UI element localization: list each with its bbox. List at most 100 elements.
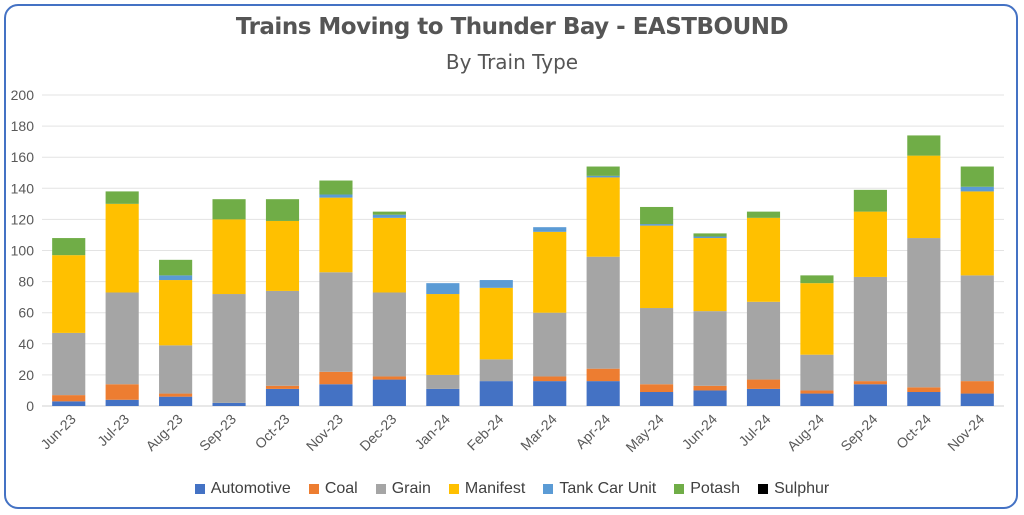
bar-segment-grain — [746, 301, 781, 380]
bar-segment-automotive — [746, 388, 781, 406]
bar-segment-manifest — [159, 280, 193, 346]
y-tick-label: 0 — [26, 398, 34, 414]
bar-segment-potash — [159, 259, 193, 276]
chart-title: Trains Moving to Thunder Bay - EASTBOUND — [235, 14, 789, 40]
bar-segment-automotive — [586, 381, 620, 406]
bar-segment-manifest — [105, 203, 139, 293]
bar-segment-tank-car-unit — [159, 275, 193, 281]
bar-segment-manifest — [853, 211, 887, 277]
bar-segment-manifest — [960, 191, 994, 276]
x-tick-label: Sep-24 — [837, 411, 880, 454]
bar-segment-manifest — [586, 177, 620, 257]
bar-segment-grain — [426, 374, 460, 389]
x-tick-label: Aug-24 — [784, 411, 827, 454]
bar-segment-grain — [640, 308, 674, 385]
legend-item: Sulphur — [758, 480, 829, 498]
bar-segment-manifest — [479, 287, 513, 360]
legend-label: Potash — [690, 480, 741, 497]
bar-segment-tank-car-unit — [372, 214, 406, 218]
legend-label: Manifest — [464, 480, 526, 497]
bar-segment-automotive — [426, 388, 460, 406]
bar-segment-grain — [533, 312, 567, 377]
y-tick-label: 120 — [11, 211, 35, 227]
legend-label: Automotive — [210, 480, 291, 497]
bar-segment-tank-car-unit — [426, 283, 460, 295]
legend-label: Sulphur — [774, 480, 830, 497]
bar-segment-coal — [853, 381, 887, 385]
y-tick-label: 180 — [11, 118, 35, 134]
bar-segment-potash — [586, 166, 620, 176]
y-tick-label: 40 — [18, 336, 34, 352]
bar-segment-automotive — [159, 396, 193, 406]
bar-segment-grain — [693, 311, 727, 386]
bar-segment-coal — [105, 384, 139, 400]
x-tick-label: Jun-23 — [37, 411, 79, 453]
legend-item: Tank Car Unit — [543, 480, 656, 498]
y-tick-label: 200 — [11, 87, 35, 103]
bar-segment-manifest — [533, 231, 567, 313]
chart-frame — [4, 4, 1018, 509]
bar-segment-automotive — [907, 392, 941, 406]
bar-segment-automotive — [693, 390, 727, 406]
bar-segment-coal — [907, 387, 941, 393]
legend: Automotive Coal Grain Manifest Tank Car Unit… — [0, 480, 1024, 498]
y-tick-label: 80 — [18, 274, 34, 290]
bar-segment-coal — [640, 384, 674, 393]
bar-segment-grain — [265, 290, 300, 386]
bar-segment-tank-car-unit — [640, 224, 674, 226]
legend-item: Manifest — [448, 480, 526, 498]
legend-swatch — [758, 484, 769, 494]
bar-segment-grain — [586, 256, 620, 369]
legend-item: Potash — [674, 480, 740, 498]
bar-segment-coal — [586, 368, 620, 382]
legend-swatch — [674, 484, 685, 494]
x-tick-label: Oct-23 — [252, 411, 293, 452]
bar-segment-grain — [960, 275, 994, 382]
x-tick-label: Nov-24 — [944, 411, 987, 454]
bar-segment-automotive — [52, 401, 86, 406]
bar-segment-automotive — [212, 402, 246, 406]
bar-segment-tank-car-unit — [586, 175, 620, 178]
bar-segment-manifest — [212, 219, 246, 295]
bar-segment-grain — [159, 345, 193, 394]
bar-segment-potash — [853, 189, 887, 212]
bar-segment-grain — [212, 294, 246, 403]
bar-segment-tank-car-unit — [693, 236, 727, 239]
bar-segment-tank-car-unit — [960, 186, 994, 192]
bar-segment-automotive — [265, 388, 300, 406]
bar-segment-tank-car-unit — [319, 194, 353, 198]
y-tick-label: 20 — [18, 367, 34, 383]
stacked-bar-chart: 0 20 40 60 80 100 120 140 160 180 200 Jun-23 Jul-23 A… — [11, 87, 1004, 455]
bar-segment-potash — [319, 180, 353, 195]
bar-segment-grain — [479, 359, 513, 382]
bar-segment-grain — [52, 332, 86, 396]
bar-segment-potash — [105, 191, 139, 204]
x-tick-label: Jul-23 — [94, 411, 132, 449]
bar-segment-potash — [960, 166, 994, 187]
legend-label: Coal — [324, 480, 358, 497]
legend-item: Automotive — [194, 480, 291, 498]
bar-segment-automotive — [372, 379, 406, 406]
legend-swatch — [375, 484, 386, 494]
legend-item: Grain — [375, 480, 431, 498]
bar-segment-automotive — [533, 381, 567, 406]
bar-segment-automotive — [800, 393, 834, 406]
bar-segment-manifest — [426, 294, 460, 375]
bar-segment-potash — [52, 238, 86, 256]
bar-segment-grain — [800, 354, 834, 391]
x-tick-label: Mar-24 — [517, 411, 560, 454]
bar-segment-manifest — [746, 217, 781, 302]
bar-segment-automotive — [960, 393, 994, 406]
bar-segment-automotive — [105, 399, 139, 406]
x-tick-label: Dec-23 — [356, 411, 399, 454]
bar-segment-coal — [265, 385, 300, 389]
bar-segment-potash — [800, 275, 834, 284]
bar-segment-potash — [212, 199, 246, 220]
bar-segment-potash — [265, 199, 300, 221]
bar-segment-coal — [372, 376, 406, 380]
legend-label: Tank Car Unit — [559, 480, 657, 497]
x-tick-label: Jul-24 — [735, 411, 773, 449]
bar-segment-coal — [319, 371, 353, 385]
bar-segment-automotive — [853, 384, 887, 406]
bar-segment-coal — [159, 393, 193, 397]
